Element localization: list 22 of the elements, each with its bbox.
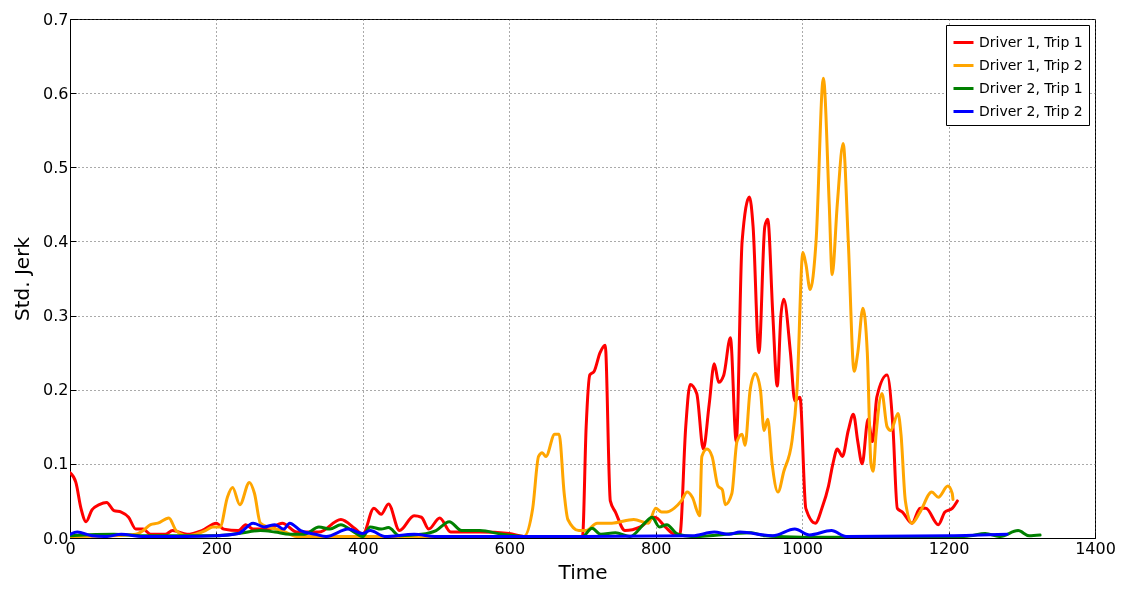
line-series [70,521,1009,538]
x-tick-label: 1400 [1075,538,1116,558]
legend-label: Driver 2, Trip 1 [979,79,1083,96]
y-tick-label: 0.5 [43,157,69,177]
y-tick-label: 0.7 [43,9,69,29]
x-axis-title: Time [557,559,608,584]
x-tick-label: 1000 [782,538,823,558]
x-tick-label: 200 [201,538,233,558]
x-tick-label: 600 [494,538,526,558]
x-tick-label: 800 [640,538,672,558]
y-tick-label: 0.3 [43,306,69,326]
x-tick-label: 1200 [928,538,970,558]
y-tick-label: 0.2 [43,380,69,400]
y-tick-label: 0.6 [43,83,69,103]
legend-label: Driver 1, Trip 1 [979,33,1083,50]
y-tick-label: 0.1 [43,454,69,474]
line-series [70,76,955,538]
y-tick-label: 0.4 [43,231,69,251]
y-axis-title: Std. Jerk [10,236,35,321]
legend-label: Driver 2, Trip 2 [979,102,1083,119]
x-tick-label: 400 [348,538,379,558]
legend-label: Driver 1, Trip 2 [979,56,1083,73]
